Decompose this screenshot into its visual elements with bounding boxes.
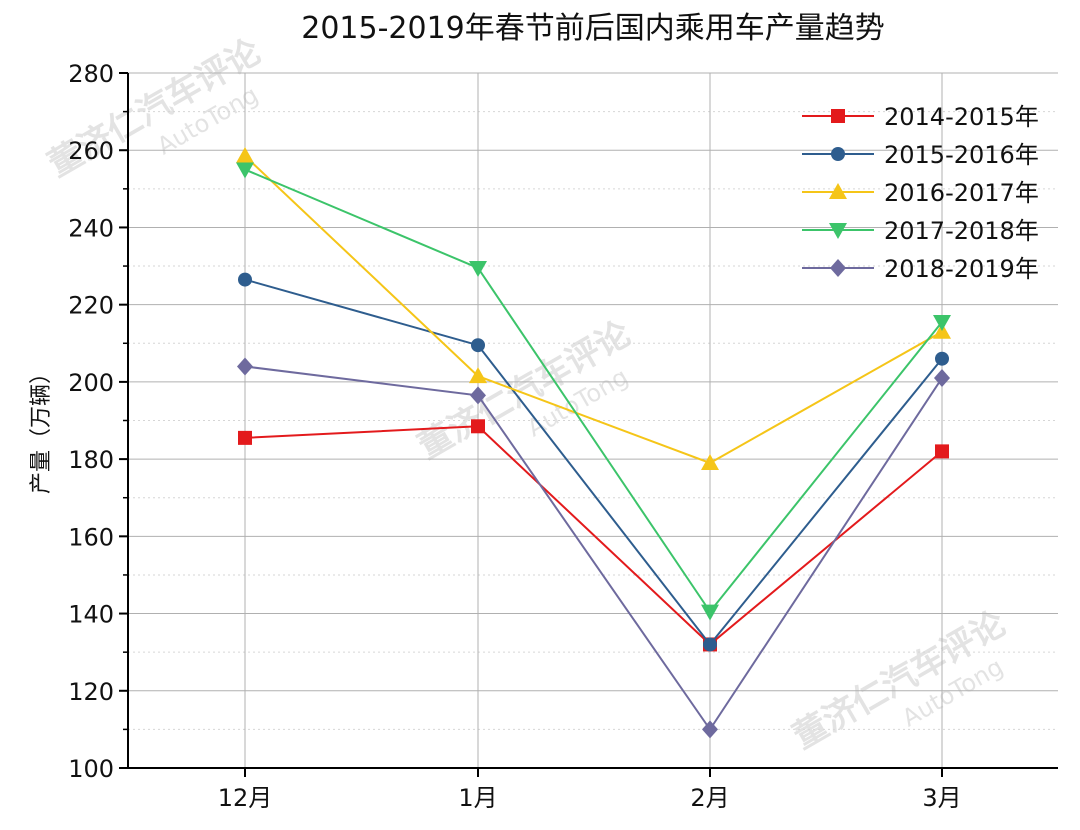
y-tick-label: 100 <box>68 755 114 783</box>
legend-item: 2015-2016年 <box>802 141 1039 169</box>
y-tick-label: 140 <box>68 601 114 629</box>
data-point <box>238 272 252 287</box>
legend-label: 2016-2017年 <box>884 179 1039 207</box>
y-axis-label: 产量（万辆） <box>29 362 54 494</box>
x-tick-label: 3月 <box>922 784 961 812</box>
legend-item: 2014-2015年 <box>802 103 1039 131</box>
legend-item: 2016-2017年 <box>802 179 1039 207</box>
data-point <box>469 260 487 277</box>
y-tick-label: 180 <box>68 446 114 474</box>
series-3 <box>236 147 951 470</box>
data-point <box>701 453 719 470</box>
data-point <box>933 315 951 332</box>
y-tick-label: 200 <box>68 369 114 397</box>
x-tick-label: 1月 <box>458 784 497 812</box>
legend-label: 2015-2016年 <box>884 141 1039 169</box>
data-point <box>702 720 718 739</box>
grid-layer <box>128 72 1058 768</box>
series-4 <box>236 162 951 621</box>
axis-layer: 100 120 140 160 180 200 220 240 260 280 12月 1月 2月 3月 <box>68 60 1058 812</box>
y-tick-label: 240 <box>68 214 114 242</box>
data-point <box>238 430 252 445</box>
data-point <box>237 357 253 376</box>
data-point <box>236 147 254 164</box>
x-tick-label: 12月 <box>218 784 273 812</box>
y-tick-label: 220 <box>68 292 114 320</box>
legend-label: 2018-2019年 <box>884 255 1039 283</box>
data-point <box>470 386 486 405</box>
y-tick-label: 260 <box>68 137 114 165</box>
y-tick-label: 280 <box>68 60 114 88</box>
series-line <box>244 155 943 465</box>
data-point <box>469 367 487 384</box>
legend-marker <box>829 223 847 239</box>
series-line <box>244 278 943 647</box>
legend-marker <box>831 147 845 161</box>
legend-marker <box>830 259 846 277</box>
x-tick-label: 2月 <box>690 784 729 812</box>
legend: 2014-2015年 2015-2016年 2016-2017年 2017-2018年… <box>802 103 1039 283</box>
chart-title: 2015-2019年春节前后国内乘用车产量趋势 <box>301 11 885 46</box>
data-point <box>701 604 719 621</box>
data-point <box>471 338 485 353</box>
series-2 <box>238 272 949 652</box>
data-point <box>236 162 254 179</box>
data-point <box>935 351 949 366</box>
series-line <box>244 365 943 732</box>
legend-label: 2014-2015年 <box>884 103 1039 131</box>
y-tick-label: 120 <box>68 678 114 706</box>
legend-marker <box>829 183 847 199</box>
legend-item: 2018-2019年 <box>802 255 1039 283</box>
series-1 <box>238 419 949 652</box>
series-5 <box>237 357 950 739</box>
series-line <box>244 168 943 614</box>
legend-item: 2017-2018年 <box>802 217 1039 245</box>
legend-marker <box>831 109 845 123</box>
data-point <box>935 444 949 459</box>
legend-label: 2017-2018年 <box>884 217 1039 245</box>
data-point <box>934 369 950 388</box>
y-tick-label: 160 <box>68 523 114 551</box>
data-point <box>703 637 717 652</box>
series-layer <box>236 147 951 739</box>
series-line <box>244 425 943 646</box>
data-point <box>471 419 485 434</box>
